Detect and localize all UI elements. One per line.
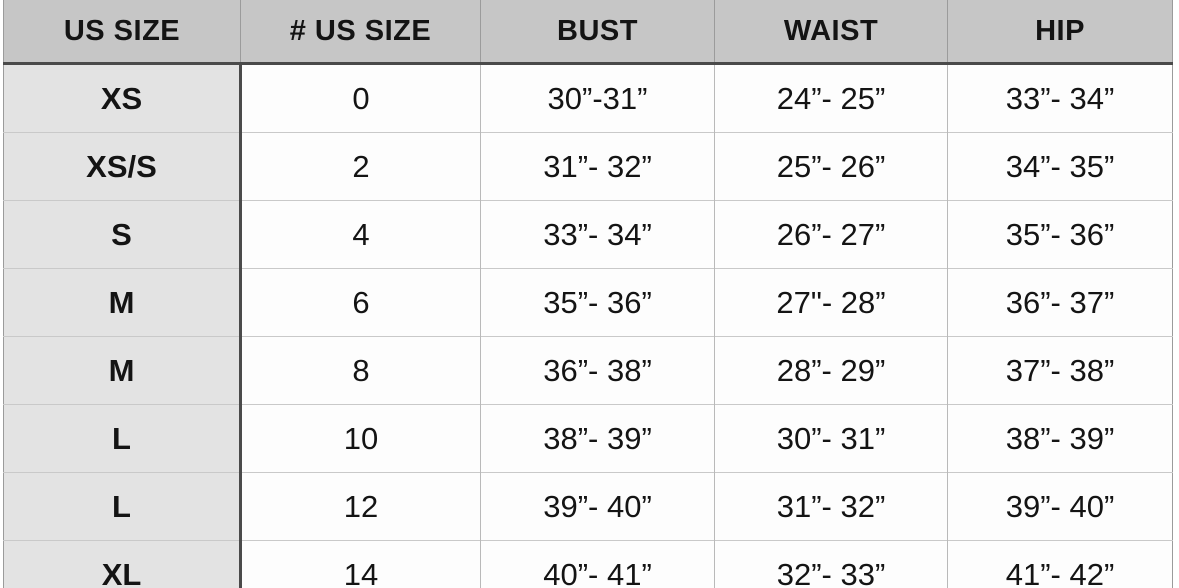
- cell-hip: 37”- 38”: [947, 336, 1173, 405]
- table-row: XS 0 30”-31” 24”- 25” 33”- 34”: [3, 63, 1173, 133]
- cell-hip: 35”- 36”: [947, 200, 1173, 269]
- cell-num-us-size: 0: [240, 63, 481, 133]
- cell-us-size: L: [3, 404, 242, 473]
- cell-hip: 33”- 34”: [947, 63, 1173, 133]
- cell-bust: 36”- 38”: [480, 336, 715, 405]
- table-row: M 6 35”- 36” 27"- 28” 36”- 37”: [3, 268, 1173, 337]
- cell-num-us-size: 10: [240, 404, 481, 473]
- column-header-us-size: US SIZE: [3, 0, 241, 65]
- cell-hip: 41”- 42”: [947, 540, 1173, 588]
- cell-bust: 33”- 34”: [480, 200, 715, 269]
- cell-num-us-size: 2: [240, 132, 481, 201]
- header-row: US SIZE # US SIZE BUST WAIST HIP: [3, 0, 1173, 65]
- cell-waist: 27"- 28”: [714, 268, 948, 337]
- cell-bust: 31”- 32”: [480, 132, 715, 201]
- column-header-waist: WAIST: [714, 0, 948, 65]
- cell-waist: 25”- 26”: [714, 132, 948, 201]
- cell-num-us-size: 12: [240, 472, 481, 541]
- cell-hip: 36”- 37”: [947, 268, 1173, 337]
- column-header-bust: BUST: [480, 0, 715, 65]
- cell-waist: 30”- 31”: [714, 404, 948, 473]
- cell-us-size: XS: [3, 63, 242, 133]
- cell-hip: 38”- 39”: [947, 404, 1173, 473]
- table-row: M 8 36”- 38” 28”- 29” 37”- 38”: [3, 336, 1173, 405]
- cell-us-size: M: [3, 268, 242, 337]
- cell-num-us-size: 6: [240, 268, 481, 337]
- cell-waist: 31”- 32”: [714, 472, 948, 541]
- cell-waist: 26”- 27”: [714, 200, 948, 269]
- table-row: L 12 39”- 40” 31”- 32” 39”- 40”: [3, 472, 1173, 541]
- cell-bust: 35”- 36”: [480, 268, 715, 337]
- table-row: XL 14 40”- 41” 32”- 33” 41”- 42”: [3, 540, 1173, 588]
- cell-hip: 34”- 35”: [947, 132, 1173, 201]
- cell-us-size: M: [3, 336, 242, 405]
- cell-bust: 40”- 41”: [480, 540, 715, 588]
- cell-bust: 39”- 40”: [480, 472, 715, 541]
- column-header-hip: HIP: [947, 0, 1173, 65]
- cell-waist: 24”- 25”: [714, 63, 948, 133]
- cell-num-us-size: 8: [240, 336, 481, 405]
- table-row: S 4 33”- 34” 26”- 27” 35”- 36”: [3, 200, 1173, 269]
- cell-us-size: S: [3, 200, 242, 269]
- cell-waist: 28”- 29”: [714, 336, 948, 405]
- cell-us-size: L: [3, 472, 242, 541]
- cell-waist: 32”- 33”: [714, 540, 948, 588]
- table-row: L 10 38”- 39” 30”- 31” 38”- 39”: [3, 404, 1173, 473]
- cell-bust: 30”-31”: [480, 63, 715, 133]
- cell-bust: 38”- 39”: [480, 404, 715, 473]
- cell-hip: 39”- 40”: [947, 472, 1173, 541]
- table-row: XS/S 2 31”- 32” 25”- 26” 34”- 35”: [3, 132, 1173, 201]
- size-chart-table: US SIZE # US SIZE BUST WAIST HIP XS 0 30”-31” 2…: [3, 0, 1173, 588]
- cell-us-size: XL: [3, 540, 242, 588]
- column-header-us-size: # US SIZE: [240, 0, 481, 65]
- cell-us-size: XS/S: [3, 132, 242, 201]
- cell-num-us-size: 14: [240, 540, 481, 588]
- cell-num-us-size: 4: [240, 200, 481, 269]
